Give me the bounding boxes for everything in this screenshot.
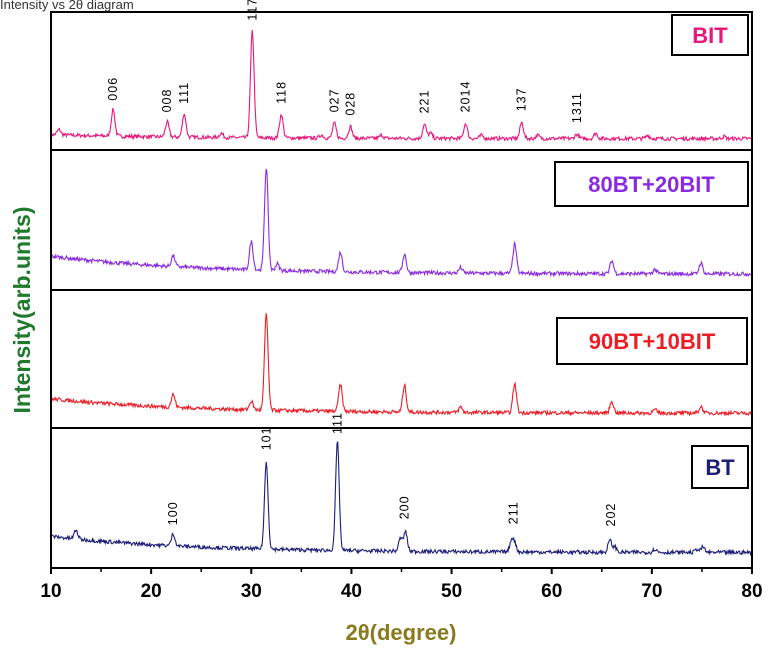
peak-label: 221 <box>418 90 432 114</box>
legend-box-2: 90BT+10BIT <box>556 317 748 365</box>
series-line-2 <box>50 313 753 417</box>
panel-1: 80BT+20BIT <box>50 149 753 291</box>
series-line-0 <box>50 30 753 143</box>
legend-label: 80BT+20BIT <box>588 172 715 197</box>
series-line-1 <box>50 168 753 278</box>
peak-label: 101 <box>259 426 273 450</box>
peak-label: 211 <box>507 501 521 524</box>
panel-frame <box>50 11 753 151</box>
x-tick-label: 30 <box>241 581 262 602</box>
x-tick-label: 10 <box>40 581 61 602</box>
peak-label: 111 <box>177 82 191 104</box>
peak-label: 100 <box>166 501 180 525</box>
peak-label: 202 <box>604 503 618 527</box>
legend-box-1: 80BT+20BIT <box>554 161 749 207</box>
x-tick-label: 70 <box>641 581 662 602</box>
peak-label: 118 <box>274 81 288 104</box>
x-tick-label: 50 <box>441 581 462 602</box>
peak-label: 200 <box>398 495 412 519</box>
peak-label: 006 <box>106 77 120 101</box>
peak-label: 008 <box>160 89 174 113</box>
panel-0: 006 008 111 117 118 027 028 221 2014 137 1311 BIT <box>50 0 753 151</box>
series-line-3 <box>50 441 753 557</box>
x-axis-title: 2θ(degree) <box>346 620 457 645</box>
legend-box-3: BT <box>691 445 749 489</box>
panel-3: 100 101 111 200 211 202 BT <box>50 412 753 569</box>
x-tick-label: 40 <box>341 581 362 602</box>
peak-label: 117 <box>245 0 259 21</box>
peak-label: 111 <box>330 412 344 434</box>
y-axis-title: Intensity(arb.units) <box>9 206 35 413</box>
legend-label: 90BT+10BIT <box>589 329 716 354</box>
peak-label: 2014 <box>459 81 473 113</box>
peak-label: 1311 <box>570 92 584 123</box>
peak-label: 027 <box>327 89 341 113</box>
peak-label: 028 <box>343 92 357 116</box>
legend-label: BIT <box>692 23 728 48</box>
legend-box-0: BIT <box>671 14 749 56</box>
legend-label: BT <box>705 455 735 480</box>
x-tick-label: 60 <box>541 581 562 602</box>
x-tick-label: 20 <box>141 581 162 602</box>
figure-caption: Intensity vs 2θ diagram <box>0 0 134 12</box>
x-tick-label: 80 <box>741 581 762 602</box>
panel-2: 90BT+10BIT <box>50 289 753 429</box>
peak-label: 137 <box>515 87 529 111</box>
